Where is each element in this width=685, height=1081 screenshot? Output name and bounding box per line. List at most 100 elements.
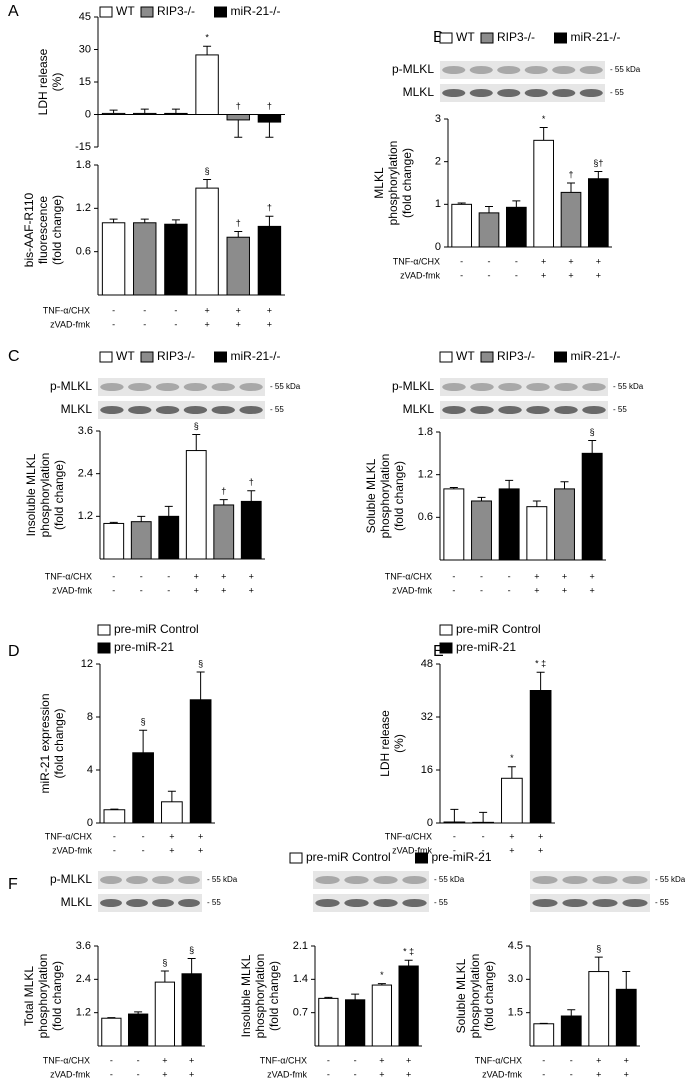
bar: [443, 821, 466, 824]
treatment-mark: +: [534, 571, 539, 581]
legend-label: miR-21-/-: [571, 30, 621, 44]
blot-band: [552, 66, 576, 74]
blot-strip: [440, 378, 608, 396]
error-bar: [457, 202, 466, 205]
bar: [533, 139, 555, 248]
treatment-mark: +: [538, 845, 543, 855]
treatment-mark: -: [112, 305, 115, 315]
blot-band: [344, 876, 369, 884]
treatment-label: TNF-α/CHX: [45, 831, 92, 841]
treatment-mark: -: [453, 845, 456, 855]
legend-label: pre-miR-21: [456, 640, 516, 654]
blot-band: [524, 66, 548, 74]
blot-band: [128, 406, 152, 414]
bar: [526, 506, 548, 561]
y-axis-label: LDH release: [378, 710, 392, 777]
treatment-mark: +: [624, 1069, 629, 1079]
bar: [560, 1015, 582, 1047]
error-bar: [450, 808, 459, 823]
error-bar: [324, 996, 333, 999]
error-bar: [107, 1017, 116, 1019]
treatment-mark: +: [267, 319, 272, 329]
blot-strip: [98, 401, 265, 419]
bar: [161, 801, 183, 824]
y-axis-label: (fold change): [52, 708, 66, 778]
treatment-label: zVAD-fmk: [392, 585, 432, 595]
blot-band: [344, 899, 369, 907]
bar: [164, 112, 188, 115]
blot-band: [622, 876, 648, 884]
blot-size-label: - 55: [207, 898, 221, 907]
y-tick-label: 8: [87, 711, 93, 723]
blot-band: [582, 406, 606, 414]
bar: [554, 488, 575, 561]
treatment-mark: +: [379, 1055, 384, 1065]
blot-strip: [313, 894, 429, 912]
treatment-mark: +: [236, 319, 241, 329]
legend-swatch: [554, 351, 567, 363]
y-axis-label: (%): [392, 734, 406, 753]
y-axis-label: miR-21 expression: [38, 693, 52, 793]
legend-label: pre-miR Control: [456, 622, 541, 636]
legend-label: WT: [456, 30, 475, 44]
treatment-mark: -: [142, 831, 145, 841]
blot-band: [470, 383, 494, 391]
treatment-mark: +: [198, 831, 203, 841]
y-axis-label: LDH release: [36, 48, 50, 115]
blot-band: [152, 899, 174, 907]
bar: [257, 114, 282, 123]
error-bar: [109, 109, 118, 114]
bar: [101, 1017, 122, 1047]
treatment-mark: +: [538, 831, 543, 841]
y-axis-label: (fold change): [392, 461, 406, 531]
bar: [478, 212, 500, 248]
error-bar: [203, 45, 212, 55]
blot-band: [442, 383, 466, 391]
treatment-mark: +: [590, 585, 595, 595]
treatment-label: zVAD-fmk: [400, 270, 440, 280]
treatment-label: zVAD-fmk: [267, 1069, 307, 1079]
blot-size-label: - 55 kDa: [270, 382, 301, 391]
annotation: §: [162, 957, 167, 967]
blot-band: [562, 876, 588, 884]
y-tick-label: 0: [427, 817, 433, 829]
treatment-label: zVAD-fmk: [52, 845, 92, 855]
treatment-mark: +: [596, 256, 601, 266]
annotation: * ‡: [403, 947, 414, 957]
legend-swatch: [140, 351, 154, 363]
legend-swatch: [289, 852, 303, 864]
bar: [581, 452, 603, 561]
y-tick-label: 3.6: [76, 940, 91, 952]
y-tick-label: 32: [421, 711, 433, 723]
treatment-mark: -: [570, 1055, 573, 1065]
bar: [195, 187, 219, 296]
y-tick-label: 3: [435, 113, 441, 125]
blot-band: [498, 406, 522, 414]
bar: [181, 973, 202, 1047]
annotation: †: [236, 101, 241, 111]
y-axis-label: Soluble MLKL: [364, 458, 378, 533]
blot-strip: [98, 871, 202, 889]
y-tick-label: 30: [79, 43, 91, 55]
annotation: §: [590, 427, 595, 437]
legend-swatch: [99, 6, 113, 18]
error-bar: [622, 971, 631, 990]
treatment-mark: -: [570, 1069, 573, 1079]
legend-swatch: [439, 642, 453, 654]
y-axis-label: phosphorylation: [386, 141, 400, 226]
treatment-mark: -: [167, 571, 170, 581]
blot-strip: [530, 871, 650, 889]
error-bar: [219, 499, 228, 505]
y-tick-label: -15: [75, 141, 91, 153]
treatment-mark: -: [488, 256, 491, 266]
annotation: †: [267, 101, 272, 111]
treatment-mark: +: [169, 831, 174, 841]
bar: [587, 178, 609, 248]
treatment-mark: +: [249, 571, 254, 581]
error-bar: [139, 729, 148, 753]
bar: [101, 222, 126, 296]
treatment-mark: +: [236, 305, 241, 315]
blot-size-label: - 55: [655, 898, 669, 907]
treatment-mark: -: [140, 585, 143, 595]
